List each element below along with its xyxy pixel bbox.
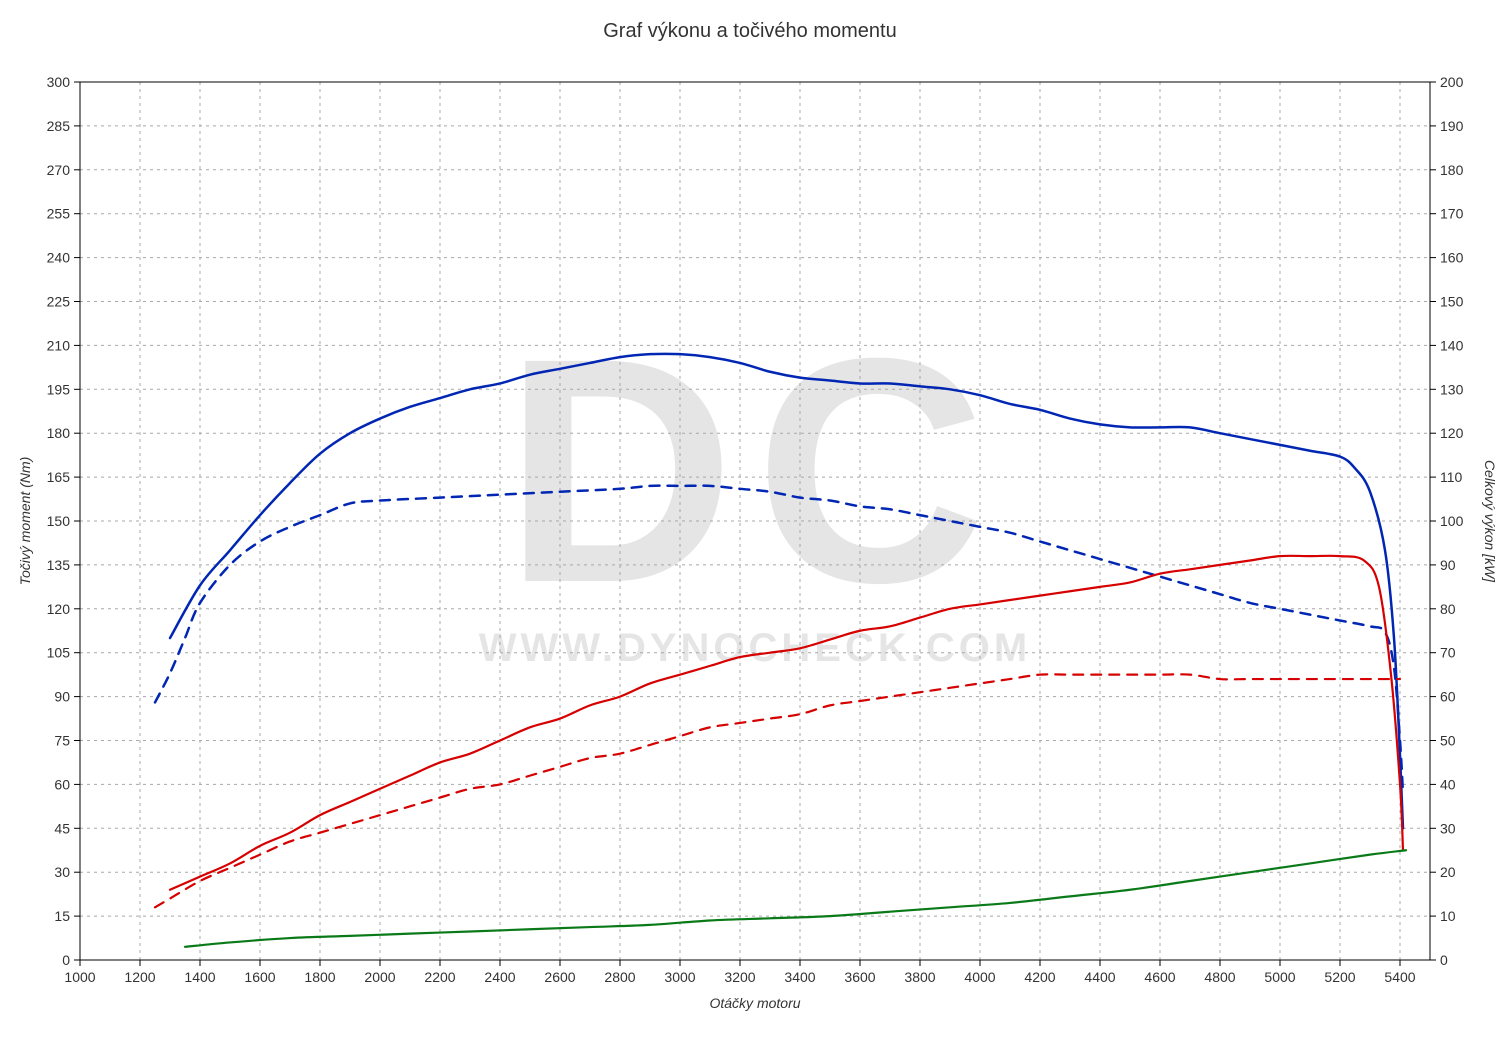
x-tick-label: 1600 bbox=[244, 969, 275, 985]
y-left-tick-label: 225 bbox=[47, 294, 71, 310]
x-tick-label: 4000 bbox=[964, 969, 995, 985]
y-right-tick-label: 50 bbox=[1440, 733, 1456, 749]
y-right-tick-label: 170 bbox=[1440, 206, 1464, 222]
y-left-tick-label: 210 bbox=[47, 337, 71, 353]
y-right-tick-label: 20 bbox=[1440, 864, 1456, 880]
y-right-tick-label: 200 bbox=[1440, 74, 1464, 90]
y-left-tick-label: 240 bbox=[47, 250, 71, 266]
x-tick-label: 1200 bbox=[124, 969, 155, 985]
x-tick-label: 3400 bbox=[784, 969, 815, 985]
y-right-tick-label: 60 bbox=[1440, 689, 1456, 705]
x-tick-label: 5000 bbox=[1264, 969, 1295, 985]
y-right-tick-label: 0 bbox=[1440, 952, 1448, 968]
x-tick-label: 3200 bbox=[724, 969, 755, 985]
y-left-tick-label: 150 bbox=[47, 513, 71, 529]
y-left-tick-label: 105 bbox=[47, 645, 71, 661]
y-left-tick-label: 165 bbox=[47, 469, 71, 485]
x-tick-label: 3600 bbox=[844, 969, 875, 985]
y-left-tick-label: 180 bbox=[47, 425, 71, 441]
y-right-tick-label: 70 bbox=[1440, 645, 1456, 661]
y-right-tick-label: 140 bbox=[1440, 337, 1464, 353]
x-tick-label: 4800 bbox=[1204, 969, 1235, 985]
x-tick-label: 4400 bbox=[1084, 969, 1115, 985]
y-left-tick-label: 90 bbox=[54, 689, 70, 705]
x-axis-label: Otáčky motoru bbox=[709, 995, 800, 1011]
y-left-tick-label: 45 bbox=[54, 820, 70, 836]
y-right-tick-label: 180 bbox=[1440, 162, 1464, 178]
y-right-tick-label: 30 bbox=[1440, 820, 1456, 836]
x-tick-label: 2000 bbox=[364, 969, 395, 985]
x-tick-label: 1400 bbox=[184, 969, 215, 985]
x-tick-label: 5400 bbox=[1384, 969, 1415, 985]
y-right-tick-label: 100 bbox=[1440, 513, 1464, 529]
y-right-tick-label: 190 bbox=[1440, 118, 1464, 134]
y-left-tick-label: 270 bbox=[47, 162, 71, 178]
x-tick-label: 3000 bbox=[664, 969, 695, 985]
y-left-tick-label: 255 bbox=[47, 206, 71, 222]
y-right-tick-label: 90 bbox=[1440, 557, 1456, 573]
watermark-large: DC bbox=[504, 291, 1006, 649]
y-left-tick-label: 30 bbox=[54, 864, 70, 880]
watermark-url: WWW.DYNOCHECK.COM bbox=[479, 626, 1031, 670]
x-tick-label: 2600 bbox=[544, 969, 575, 985]
y-right-tick-label: 110 bbox=[1440, 469, 1463, 485]
x-tick-label: 2200 bbox=[424, 969, 455, 985]
y-right-tick-label: 130 bbox=[1440, 381, 1464, 397]
y-left-tick-label: 285 bbox=[47, 118, 71, 134]
x-tick-label: 2400 bbox=[484, 969, 515, 985]
x-tick-label: 4600 bbox=[1144, 969, 1175, 985]
y-left-tick-label: 300 bbox=[47, 74, 71, 90]
y-left-tick-label: 60 bbox=[54, 776, 70, 792]
x-tick-label: 1800 bbox=[304, 969, 335, 985]
y-left-tick-label: 0 bbox=[62, 952, 70, 968]
y-left-tick-label: 195 bbox=[47, 381, 71, 397]
y-right-axis-label: Celkový výkon [kW] bbox=[1482, 460, 1498, 583]
y-right-tick-label: 40 bbox=[1440, 776, 1456, 792]
y-left-tick-label: 15 bbox=[54, 908, 70, 924]
dyno-chart: DCWWW.DYNOCHECK.COM100012001400160018002… bbox=[0, 0, 1500, 1040]
series-losses bbox=[185, 850, 1406, 947]
y-left-tick-label: 135 bbox=[47, 557, 71, 573]
x-tick-label: 3800 bbox=[904, 969, 935, 985]
y-right-tick-label: 160 bbox=[1440, 250, 1464, 266]
y-right-tick-label: 120 bbox=[1440, 425, 1464, 441]
x-tick-label: 2800 bbox=[604, 969, 635, 985]
x-tick-label: 4200 bbox=[1024, 969, 1055, 985]
y-right-tick-label: 10 bbox=[1440, 908, 1456, 924]
y-left-tick-label: 75 bbox=[54, 733, 70, 749]
x-tick-label: 5200 bbox=[1324, 969, 1355, 985]
y-left-tick-label: 120 bbox=[47, 601, 71, 617]
y-right-tick-label: 80 bbox=[1440, 601, 1456, 617]
x-tick-label: 1000 bbox=[64, 969, 95, 985]
y-right-tick-label: 150 bbox=[1440, 294, 1464, 310]
y-left-axis-label: Točivý moment (Nm) bbox=[17, 457, 33, 586]
